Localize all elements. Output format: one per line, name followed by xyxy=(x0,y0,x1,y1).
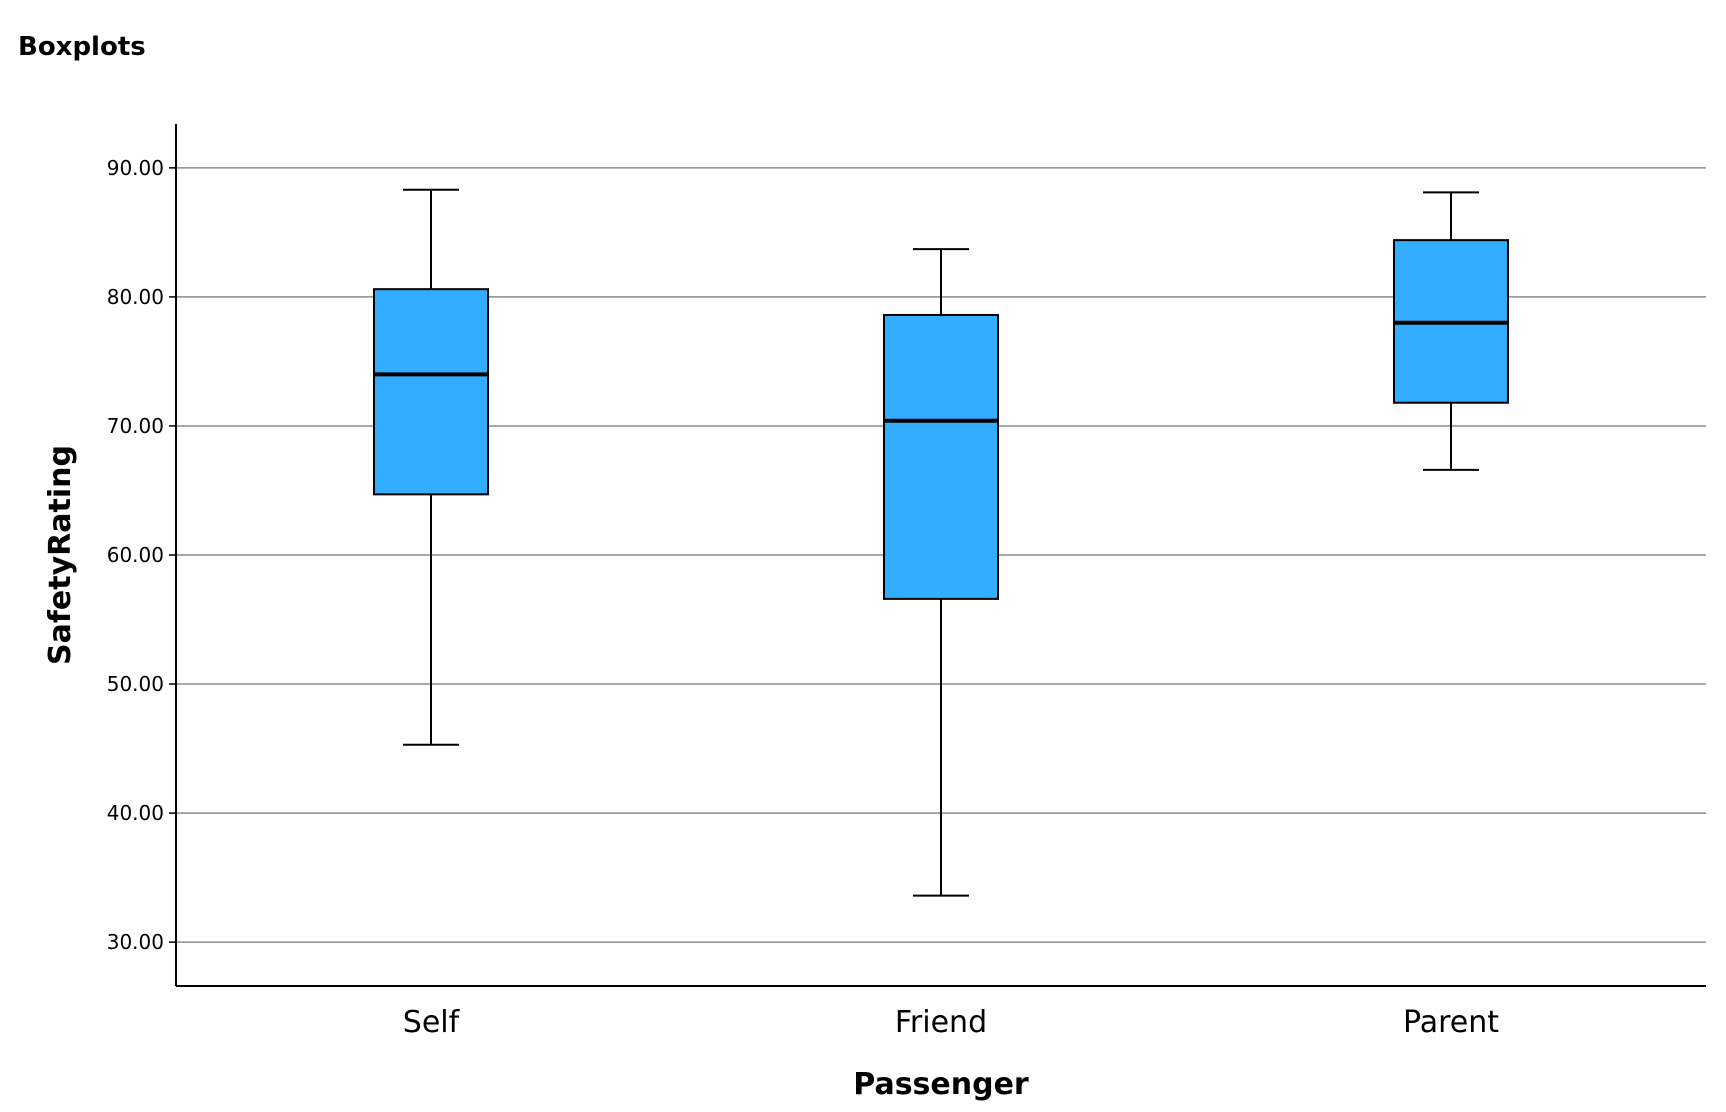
iqr-box xyxy=(373,288,489,496)
y-axis-ticks: 30.00 40.00 50.00 60.00 70.00 80.00 90.00 xyxy=(107,156,176,954)
box-friend xyxy=(883,248,999,897)
box-parent xyxy=(1393,191,1509,471)
axes xyxy=(175,124,1706,987)
y-tick-label: 80.00 xyxy=(107,285,164,309)
y-tick-label: 90.00 xyxy=(107,156,164,180)
x-tick-label-friend: Friend xyxy=(895,1005,987,1040)
box-self xyxy=(373,188,489,746)
y-tick-label: 60.00 xyxy=(107,543,164,567)
y-tick-label: 50.00 xyxy=(107,672,164,696)
x-axis-title: Passenger xyxy=(853,1067,1029,1102)
x-axis-category-labels: Self Friend Parent xyxy=(403,1005,1499,1040)
y-axis-title: SafetyRating xyxy=(43,445,78,665)
y-tick-label: 30.00 xyxy=(107,930,164,954)
page-title: Boxplots xyxy=(18,32,146,62)
y-tick-label: 70.00 xyxy=(107,414,164,438)
y-tick-label: 40.00 xyxy=(107,801,164,825)
boxes xyxy=(373,188,1509,897)
x-tick-label-self: Self xyxy=(403,1005,461,1040)
x-tick-label-parent: Parent xyxy=(1403,1005,1499,1040)
iqr-box xyxy=(883,313,999,600)
